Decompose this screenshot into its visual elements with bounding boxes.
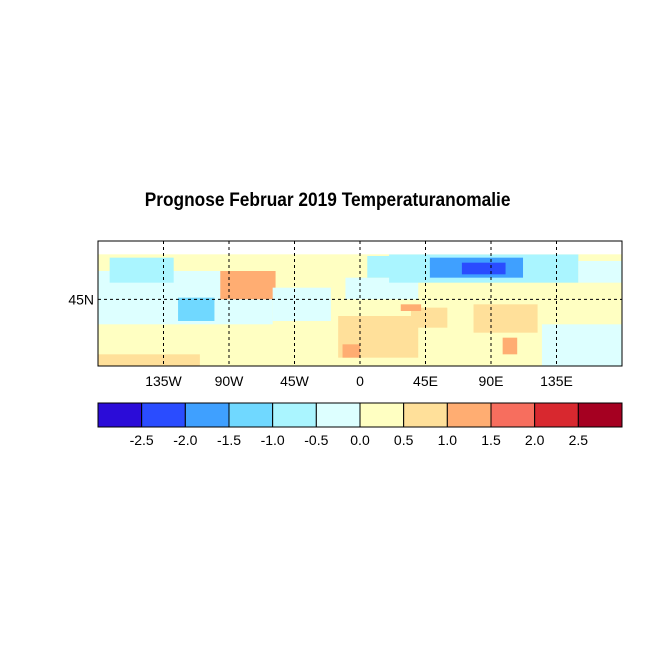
x-tick-label: 45E bbox=[413, 373, 438, 389]
colorbar-label: 1.5 bbox=[481, 432, 501, 448]
anomaly-region-europe bbox=[345, 277, 419, 300]
colorbar-label: 0.0 bbox=[350, 432, 370, 448]
colorbar-swatch bbox=[577, 402, 623, 428]
y-tick-label: 45N bbox=[68, 291, 94, 307]
colorbar-swatch bbox=[534, 402, 579, 428]
graticule bbox=[98, 241, 622, 366]
anomaly-region-siberia-core bbox=[461, 262, 506, 275]
colorbar-label: 1.0 bbox=[438, 432, 458, 448]
y-ticks: 45N bbox=[68, 291, 94, 307]
colorbar-swatch bbox=[97, 402, 143, 428]
x-ticks: 135W 90W 45W 0 45E 90E 135E bbox=[145, 373, 573, 389]
colorbar-label: 2.0 bbox=[525, 432, 545, 448]
colorbar-swatch bbox=[228, 402, 274, 428]
chart-title: Prognose Februar 2019 Temperaturanomalie bbox=[144, 190, 511, 211]
colorbar-swatch bbox=[490, 402, 536, 428]
colorbar-label: 0.5 bbox=[394, 432, 414, 448]
x-tick-label: 90E bbox=[479, 373, 504, 389]
anomaly-region-china bbox=[473, 304, 538, 333]
colorbar-swatch bbox=[359, 402, 405, 428]
x-tick-label: 90W bbox=[215, 373, 245, 389]
anomaly-region-west-pacific bbox=[541, 324, 622, 366]
colorbar-swatch bbox=[315, 402, 361, 428]
anomaly-region-east-siberia bbox=[578, 261, 622, 283]
colorbar-label: 2.5 bbox=[569, 432, 589, 448]
colorbar-label: -1.5 bbox=[217, 432, 241, 448]
colorbar-label: -1.0 bbox=[261, 432, 285, 448]
colorbar-label: -2.0 bbox=[173, 432, 197, 448]
colorbar-swatch bbox=[272, 402, 317, 428]
map-frame bbox=[97, 240, 623, 367]
colorbar-swatch bbox=[446, 402, 492, 428]
x-tick-label: 45W bbox=[280, 373, 310, 389]
anomaly-region-west-africa bbox=[342, 344, 360, 358]
x-tick-label: 135W bbox=[145, 373, 182, 389]
anomaly-region-alaska bbox=[109, 257, 174, 283]
x-tick-label: 0 bbox=[356, 373, 364, 389]
anomaly-region-western-us bbox=[178, 297, 215, 321]
colorbar-label: -2.5 bbox=[130, 432, 154, 448]
colorbar-label: -0.5 bbox=[304, 432, 328, 448]
anomaly-region-turkey bbox=[400, 304, 422, 311]
anomaly-region-atlantic bbox=[272, 287, 331, 321]
colorbar-swatch bbox=[141, 402, 186, 428]
colorbar-swatch bbox=[184, 402, 230, 428]
colorbar: -2.5 -2.0 -1.5 -1.0 -0.5 0.0 0.5 1.0 1.5 2.0 2.5 bbox=[97, 402, 623, 448]
colorbar-swatch bbox=[403, 402, 448, 428]
anomaly-region-middle-east bbox=[410, 307, 448, 328]
anomaly-region-tropical-pacific-south bbox=[98, 354, 200, 366]
anomaly-region-se-asia bbox=[502, 337, 518, 355]
x-tick-label: 135E bbox=[540, 373, 573, 389]
